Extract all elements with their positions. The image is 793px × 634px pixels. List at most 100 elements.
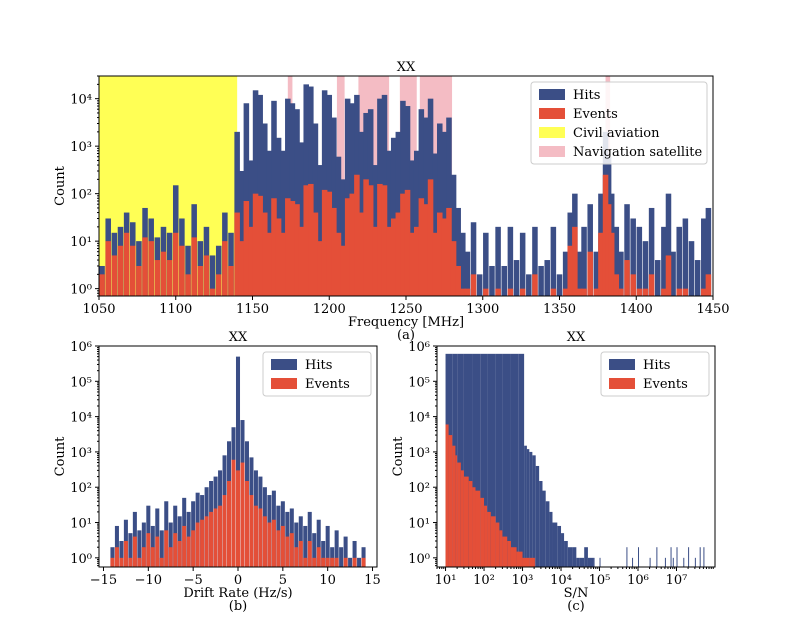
events-bar (105, 241, 111, 296)
hits-bar (483, 232, 489, 296)
hits-bar (630, 218, 636, 296)
events-bar (661, 288, 667, 296)
x-axis-label: Drift Rate (Hz/s) (183, 586, 292, 601)
events-bar (227, 481, 232, 567)
events-bar (701, 288, 707, 296)
hits-bar (335, 156, 342, 296)
events-bar (258, 508, 263, 567)
events-bar (252, 193, 259, 296)
hits-bar (307, 511, 312, 567)
events-bar (257, 195, 263, 296)
hits-bar (215, 245, 222, 296)
events-bar (395, 212, 402, 296)
events-bar (472, 487, 476, 567)
hits-bar (495, 353, 503, 567)
hits-bar (343, 536, 348, 567)
hits-bar (683, 557, 685, 567)
events-bar (243, 201, 250, 296)
events-bar (164, 530, 169, 567)
legend: Hits Events Civil aviation Navigation satel… (530, 81, 708, 165)
events-bar (234, 212, 240, 296)
events-bar (228, 265, 234, 296)
hits-bar (524, 445, 527, 567)
hits-bar (682, 218, 689, 296)
events-bar (173, 533, 178, 567)
events-bar (182, 525, 187, 567)
hits-bar (538, 265, 544, 296)
events-bar (280, 525, 285, 567)
events-bar (409, 232, 415, 296)
legend-swatch (609, 359, 635, 370)
x-tick-label: 10⁷ (666, 573, 688, 588)
hits-bar (665, 193, 672, 296)
bars-b (110, 356, 366, 567)
events-bar (123, 232, 130, 296)
legend: Hits Events (262, 351, 372, 397)
hits-bar (446, 117, 452, 296)
y-tick-label: 10⁰ (70, 552, 92, 567)
events-bar (427, 179, 434, 296)
hits-bar (613, 226, 620, 296)
events-bar (516, 551, 523, 567)
hits-bar (642, 241, 649, 296)
x-tick-label: −5 (184, 573, 203, 588)
events-bar (298, 540, 303, 567)
events-bar (142, 237, 148, 296)
hits-bar (519, 232, 526, 296)
events-bar (354, 174, 360, 296)
x-tick-label: 10³ (512, 573, 534, 588)
hits-bar (114, 525, 119, 567)
hits-bar (507, 226, 514, 296)
hits-bar (699, 547, 701, 567)
events-bar (154, 260, 161, 296)
events-bar (676, 288, 682, 296)
hits-bar (703, 547, 705, 567)
events-bar (235, 470, 241, 567)
hits-bar (670, 547, 672, 567)
legend-swatch (539, 89, 565, 100)
hits-bar (441, 131, 448, 296)
events-bar (321, 189, 328, 296)
events-bar (209, 288, 216, 296)
hits-bar (670, 251, 676, 296)
x-tick-label: 10⁵ (589, 573, 611, 588)
y-tick-label: 10⁰ (70, 283, 92, 298)
y-axis-label: Count (391, 436, 406, 477)
events-bar (423, 204, 429, 296)
hits-bar (584, 547, 588, 567)
events-bar (502, 536, 508, 567)
x-tick-label: 10¹ (435, 573, 457, 588)
events-bar (448, 435, 453, 567)
chart-a: 1050 1100 1150 1200 1250 1300 1350 1400 1450 10⁰ 1… (53, 60, 730, 343)
events-bar (275, 218, 282, 296)
x-tick-label: 1450 (696, 302, 729, 317)
events-bar (475, 490, 481, 567)
hits-bar (312, 123, 319, 296)
chart-caption: (b) (229, 599, 247, 614)
legend-swatch (539, 127, 565, 138)
events-bar (464, 288, 471, 296)
events-bar (253, 505, 258, 567)
x-tick-label: 1100 (159, 302, 192, 317)
hits-bar (457, 353, 464, 567)
hits-bar (266, 150, 273, 296)
events-bar (155, 536, 160, 567)
events-bar (298, 226, 305, 296)
events-bar (602, 174, 609, 296)
hits-bar (460, 232, 466, 296)
events-bar (213, 508, 218, 567)
events-bar (262, 212, 268, 296)
hits-bar (321, 540, 326, 567)
events-bar (308, 183, 314, 296)
events-bar (372, 226, 379, 296)
hits-bar (576, 251, 583, 296)
events-bar (340, 245, 346, 296)
events-bar (437, 212, 443, 296)
events-bar (529, 557, 535, 567)
legend-swatch (609, 378, 635, 389)
events-bar (231, 459, 236, 567)
events-bar (312, 557, 317, 567)
hits-bar (413, 150, 420, 296)
hits-bar (303, 525, 308, 567)
x-tick-label: 10² (473, 573, 495, 588)
